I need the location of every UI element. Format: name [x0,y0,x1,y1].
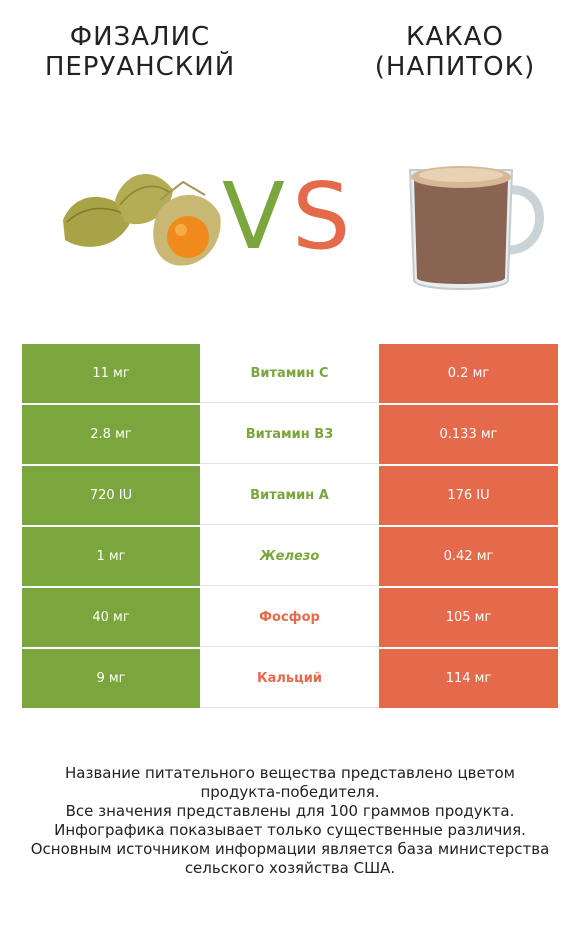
right-title-line2: (НАПИТОК) [374,52,536,82]
left-title-line2: ПЕРУАНСКИЙ [44,52,236,82]
right-value: 0.2 мг [379,344,558,403]
table-row: 40 мг Фосфор 105 мг [22,588,558,649]
footer-line4: Инфографика показывает только существенн… [54,821,526,839]
table-row: 11 мг Витамин C 0.2 мг [22,344,558,405]
footer-line5: Основным источником информации является … [30,840,550,858]
comparison-table: 11 мг Витамин C 0.2 мг 2.8 мг Витамин B3 0.13… [22,344,558,710]
right-value: 0.133 мг [379,405,558,464]
right-value: 105 мг [379,588,558,647]
right-value: 114 мг [379,649,558,708]
left-product-title: ФИЗАЛИС ПЕРУАНСКИЙ [10,22,270,82]
footer-note: Название питательного вещества представл… [20,764,560,878]
vs-logo: V S [222,168,350,258]
left-value: 9 мг [22,649,200,708]
right-title-line1: КАКАО [406,22,504,52]
table-row: 2.8 мг Витамин B3 0.133 мг [22,405,558,466]
table-row: 720 IU Витамин A 176 IU [22,466,558,527]
right-value: 176 IU [379,466,558,525]
nutrient-name: Витамин B3 [200,405,379,464]
footer-line2: продукта-победителя. [200,783,380,801]
vs-letter-s: S [292,168,350,258]
right-value: 0.42 мг [379,527,558,586]
table-row: 9 мг Кальций 114 мг [22,649,558,710]
left-value: 11 мг [22,344,200,403]
left-value: 2.8 мг [22,405,200,464]
footer-line6: сельского хозяйства США. [184,859,396,877]
footer-line1: Название питательного вещества представл… [65,764,515,782]
nutrient-name: Фосфор [200,588,379,647]
left-title-line1: ФИЗАЛИС [69,22,211,52]
nutrient-name: Витамин A [200,466,379,525]
vs-letter-v: V [222,168,285,258]
physalis-image [63,173,221,266]
footer-line3: Все значения представлены для 100 граммо… [65,802,515,820]
cocoa-mug-image [408,166,544,290]
nutrient-name: Железо [200,527,379,586]
table-row: 1 мг Железо 0.42 мг [22,527,558,588]
left-value: 720 IU [22,466,200,525]
left-value: 40 мг [22,588,200,647]
nutrient-name: Витамин C [200,344,379,403]
right-product-title: КАКАО (НАПИТОК) [325,22,580,82]
nutrient-name: Кальций [200,649,379,708]
left-value: 1 мг [22,527,200,586]
